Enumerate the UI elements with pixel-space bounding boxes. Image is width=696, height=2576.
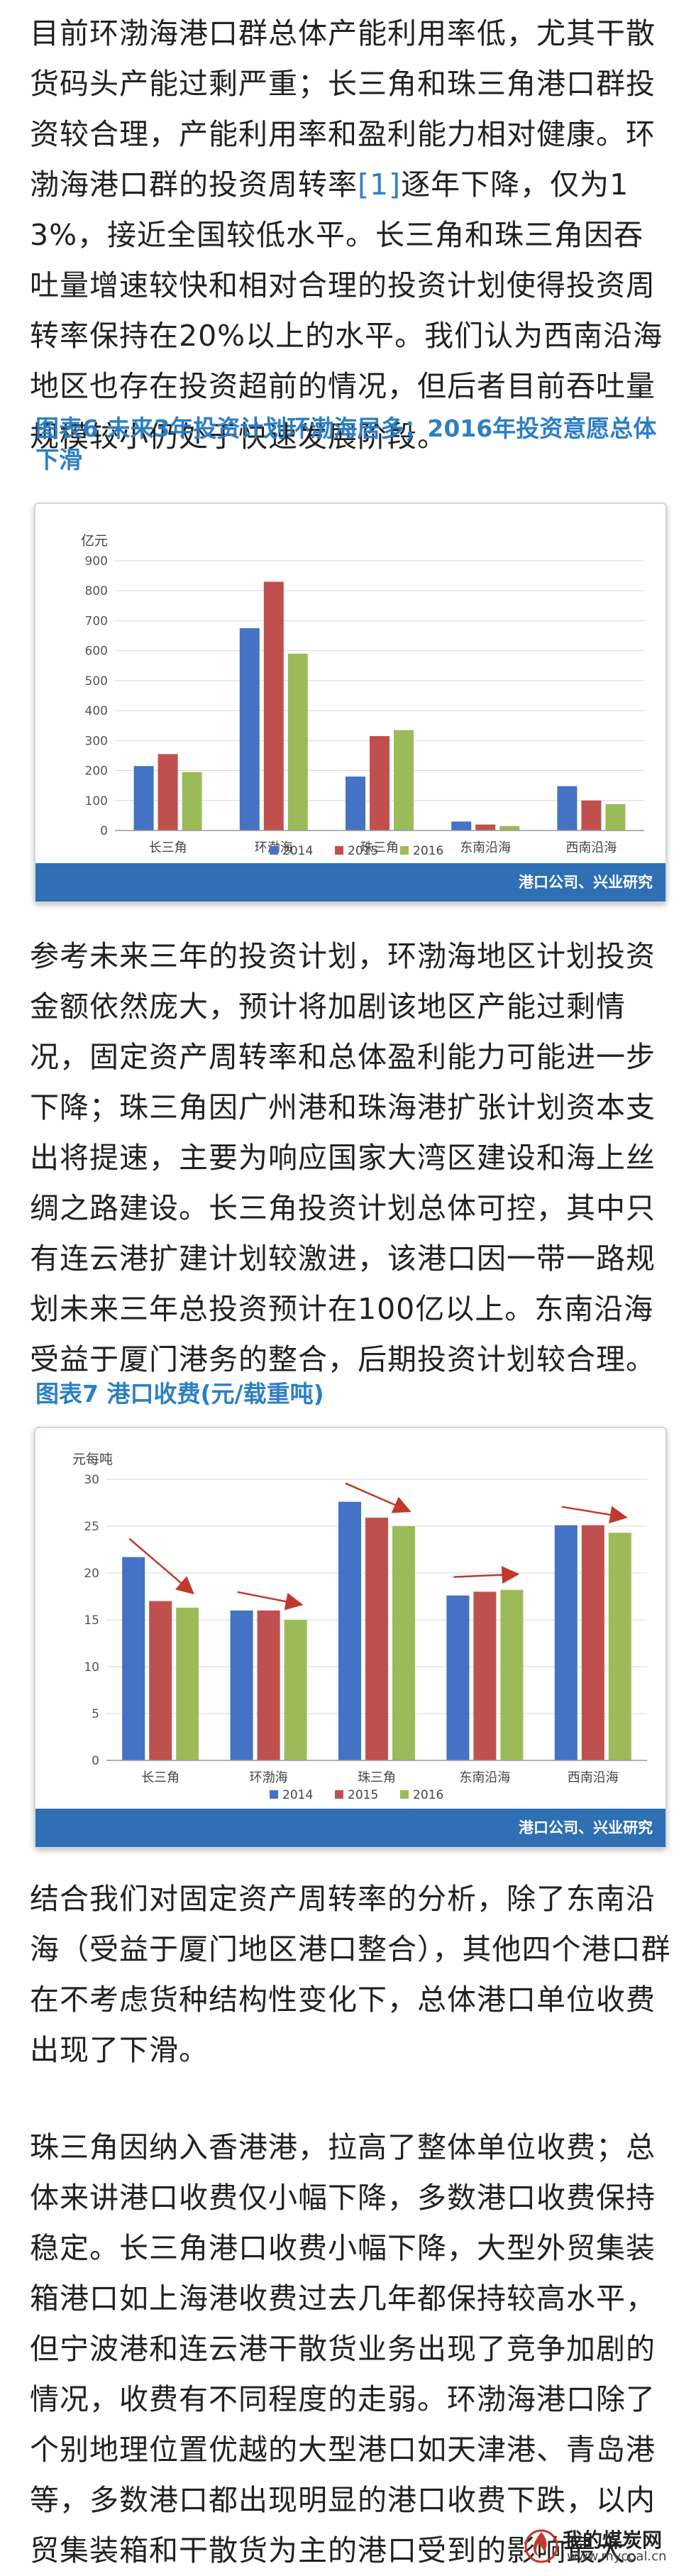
x-tick-label: 西南沿海: [568, 1770, 619, 1785]
site-logo[interactable]: 我的煤炭网 www.mycoal.cn: [523, 2523, 686, 2566]
x-tick-label: 长三角: [141, 1770, 179, 1785]
paragraph-text: 逐年下降，仅为13%，接近全国较低水平。长三角和珠三角因吞吐量增速较快和相对合理…: [30, 168, 663, 454]
bar-2015: [263, 581, 284, 831]
bar-2015: [473, 1591, 497, 1760]
bar-2014: [346, 777, 365, 831]
bar-2016: [394, 730, 414, 831]
bar-2014: [338, 1501, 361, 1760]
bar-2015: [581, 1525, 604, 1760]
legend-label: 2014: [282, 1788, 313, 1802]
trend-arrow: [128, 1538, 194, 1595]
y-tick-label: 100: [85, 794, 108, 809]
y-tick-label: 30: [84, 1473, 99, 1487]
legend-label: 2014: [282, 844, 313, 858]
x-tick-label: 西南沿海: [565, 840, 617, 855]
legend-label: 2016: [413, 844, 443, 858]
bar-2016: [499, 826, 520, 831]
bar-2015: [158, 754, 178, 831]
paragraph-fee-analysis: 结合我们对固定资产周转率的分析，除了东南沿海（受益于厦门地区港口整合），其他四个…: [30, 1882, 671, 2067]
figure7-chart: 元每吨 0 5 10 15 20 25 30 长三角 环渤海 珠三角 东南沿海 西南沿海 2014 2015…: [34, 1427, 667, 1848]
bar-2014: [451, 821, 472, 831]
bar-2015: [475, 824, 496, 831]
y-axis-label: 元每吨: [72, 1452, 113, 1467]
trend-arrow: [453, 1566, 520, 1584]
y-tick-label: 500: [85, 674, 108, 689]
figure7-source: 港口公司、兴业研究: [35, 1809, 665, 1847]
y-tick-label: 0: [100, 824, 108, 838]
bar-2016: [605, 804, 626, 831]
bar-2015: [365, 1518, 388, 1760]
legend-swatch: [400, 1790, 409, 1799]
flame-logo-icon: [524, 2529, 558, 2563]
figure6-title: 图表6 未来3年投资计划环渤海居多；2016年投资意愿总体下滑: [35, 415, 657, 473]
bar-2015: [149, 1601, 172, 1760]
y-tick-label: 300: [85, 734, 108, 748]
y-tick-label: 25: [84, 1520, 99, 1534]
logo-name: 我的煤炭网: [563, 2528, 663, 2552]
legend-swatch: [270, 846, 278, 855]
bar-2016: [176, 1607, 199, 1760]
trend-arrow: [345, 1482, 411, 1513]
bar-2016: [284, 1620, 307, 1760]
bar-2016: [608, 1533, 631, 1760]
legend-label: 2016: [413, 1788, 443, 1802]
legend-swatch: [335, 846, 343, 855]
bar-2016: [392, 1526, 415, 1760]
y-axis-label: 亿元: [81, 533, 108, 549]
figure6-chart: 亿元0100200300400500600700800900长三角环渤海珠三角东…: [34, 503, 667, 903]
x-tick-label: 环渤海: [250, 1770, 288, 1785]
paragraph-text: 目前环渤海港口群总体产能利用率低，尤其干散货码头产能过剩严重；长三角和珠三角港口…: [30, 16, 656, 202]
figure6-plot: 亿元0100200300400500600700800900长三角环渤海珠三角东…: [81, 533, 644, 858]
y-tick-label: 5: [92, 1707, 99, 1721]
trend-arrow: [561, 1506, 628, 1524]
legend-label: 2015: [348, 844, 378, 858]
bar-2014: [557, 786, 578, 831]
bar-2014: [554, 1525, 578, 1760]
legend-swatch: [270, 1790, 278, 1799]
y-tick-label: 800: [85, 584, 108, 598]
x-tick-label: 珠三角: [358, 1770, 396, 1785]
paragraph-fee-details: 珠三角因纳入香港港，拉高了整体单位收费；总体来讲港口收费仅小幅下降，多数港口收费…: [30, 2130, 656, 2567]
footnote-link[interactable]: [1]: [358, 168, 402, 202]
figure7-title: 图表7 港口收费(元/载重吨): [35, 1380, 324, 1408]
legend-label: 2015: [348, 1788, 378, 1802]
y-tick-label: 10: [84, 1660, 99, 1675]
bar-2016: [182, 772, 202, 831]
y-tick-label: 20: [84, 1567, 99, 1581]
x-tick-label: 东南沿海: [460, 840, 511, 855]
legend-swatch: [335, 1790, 343, 1799]
y-tick-label: 200: [85, 764, 108, 779]
trend-arrow: [237, 1591, 304, 1611]
bar-2014: [239, 628, 260, 831]
bar-2014: [122, 1557, 145, 1760]
y-tick-label: 0: [92, 1754, 99, 1768]
y-tick-label: 15: [84, 1613, 99, 1628]
bar-2016: [500, 1589, 524, 1760]
figure6-source: 港口公司、兴业研究: [35, 863, 665, 901]
y-tick-label: 600: [85, 645, 108, 659]
bar-2014: [446, 1595, 470, 1760]
legend-swatch: [400, 846, 409, 855]
bar-2016: [287, 653, 308, 831]
figure7-plot: 元每吨 0 5 10 15 20 25 30 长三角 环渤海 珠三角 东南沿海 西南沿海 2014 2015…: [72, 1452, 647, 1802]
bar-2014: [133, 766, 154, 831]
y-tick-label: 900: [85, 554, 108, 569]
x-tick-label: 珠三角: [360, 840, 399, 855]
paragraph-capacity-utilization: 目前环渤海港口群总体产能利用率低，尤其干散货码头产能过剩严重；长三角和珠三角港口…: [30, 9, 672, 462]
paragraph-investment-plan: 参考未来三年的投资计划，环渤海地区计划投资金额依然庞大，预计将加剧该地区产能过剩…: [30, 939, 656, 1376]
logo-url: www.mycoal.cn: [567, 2549, 667, 2564]
x-tick-label: 长三角: [149, 840, 187, 855]
bar-2015: [370, 736, 390, 831]
bar-2015: [257, 1610, 280, 1760]
y-tick-label: 700: [85, 614, 108, 628]
bar-2015: [581, 800, 602, 831]
bar-2014: [230, 1610, 253, 1760]
x-tick-label: 东南沿海: [459, 1770, 510, 1785]
y-tick-label: 400: [85, 704, 108, 718]
